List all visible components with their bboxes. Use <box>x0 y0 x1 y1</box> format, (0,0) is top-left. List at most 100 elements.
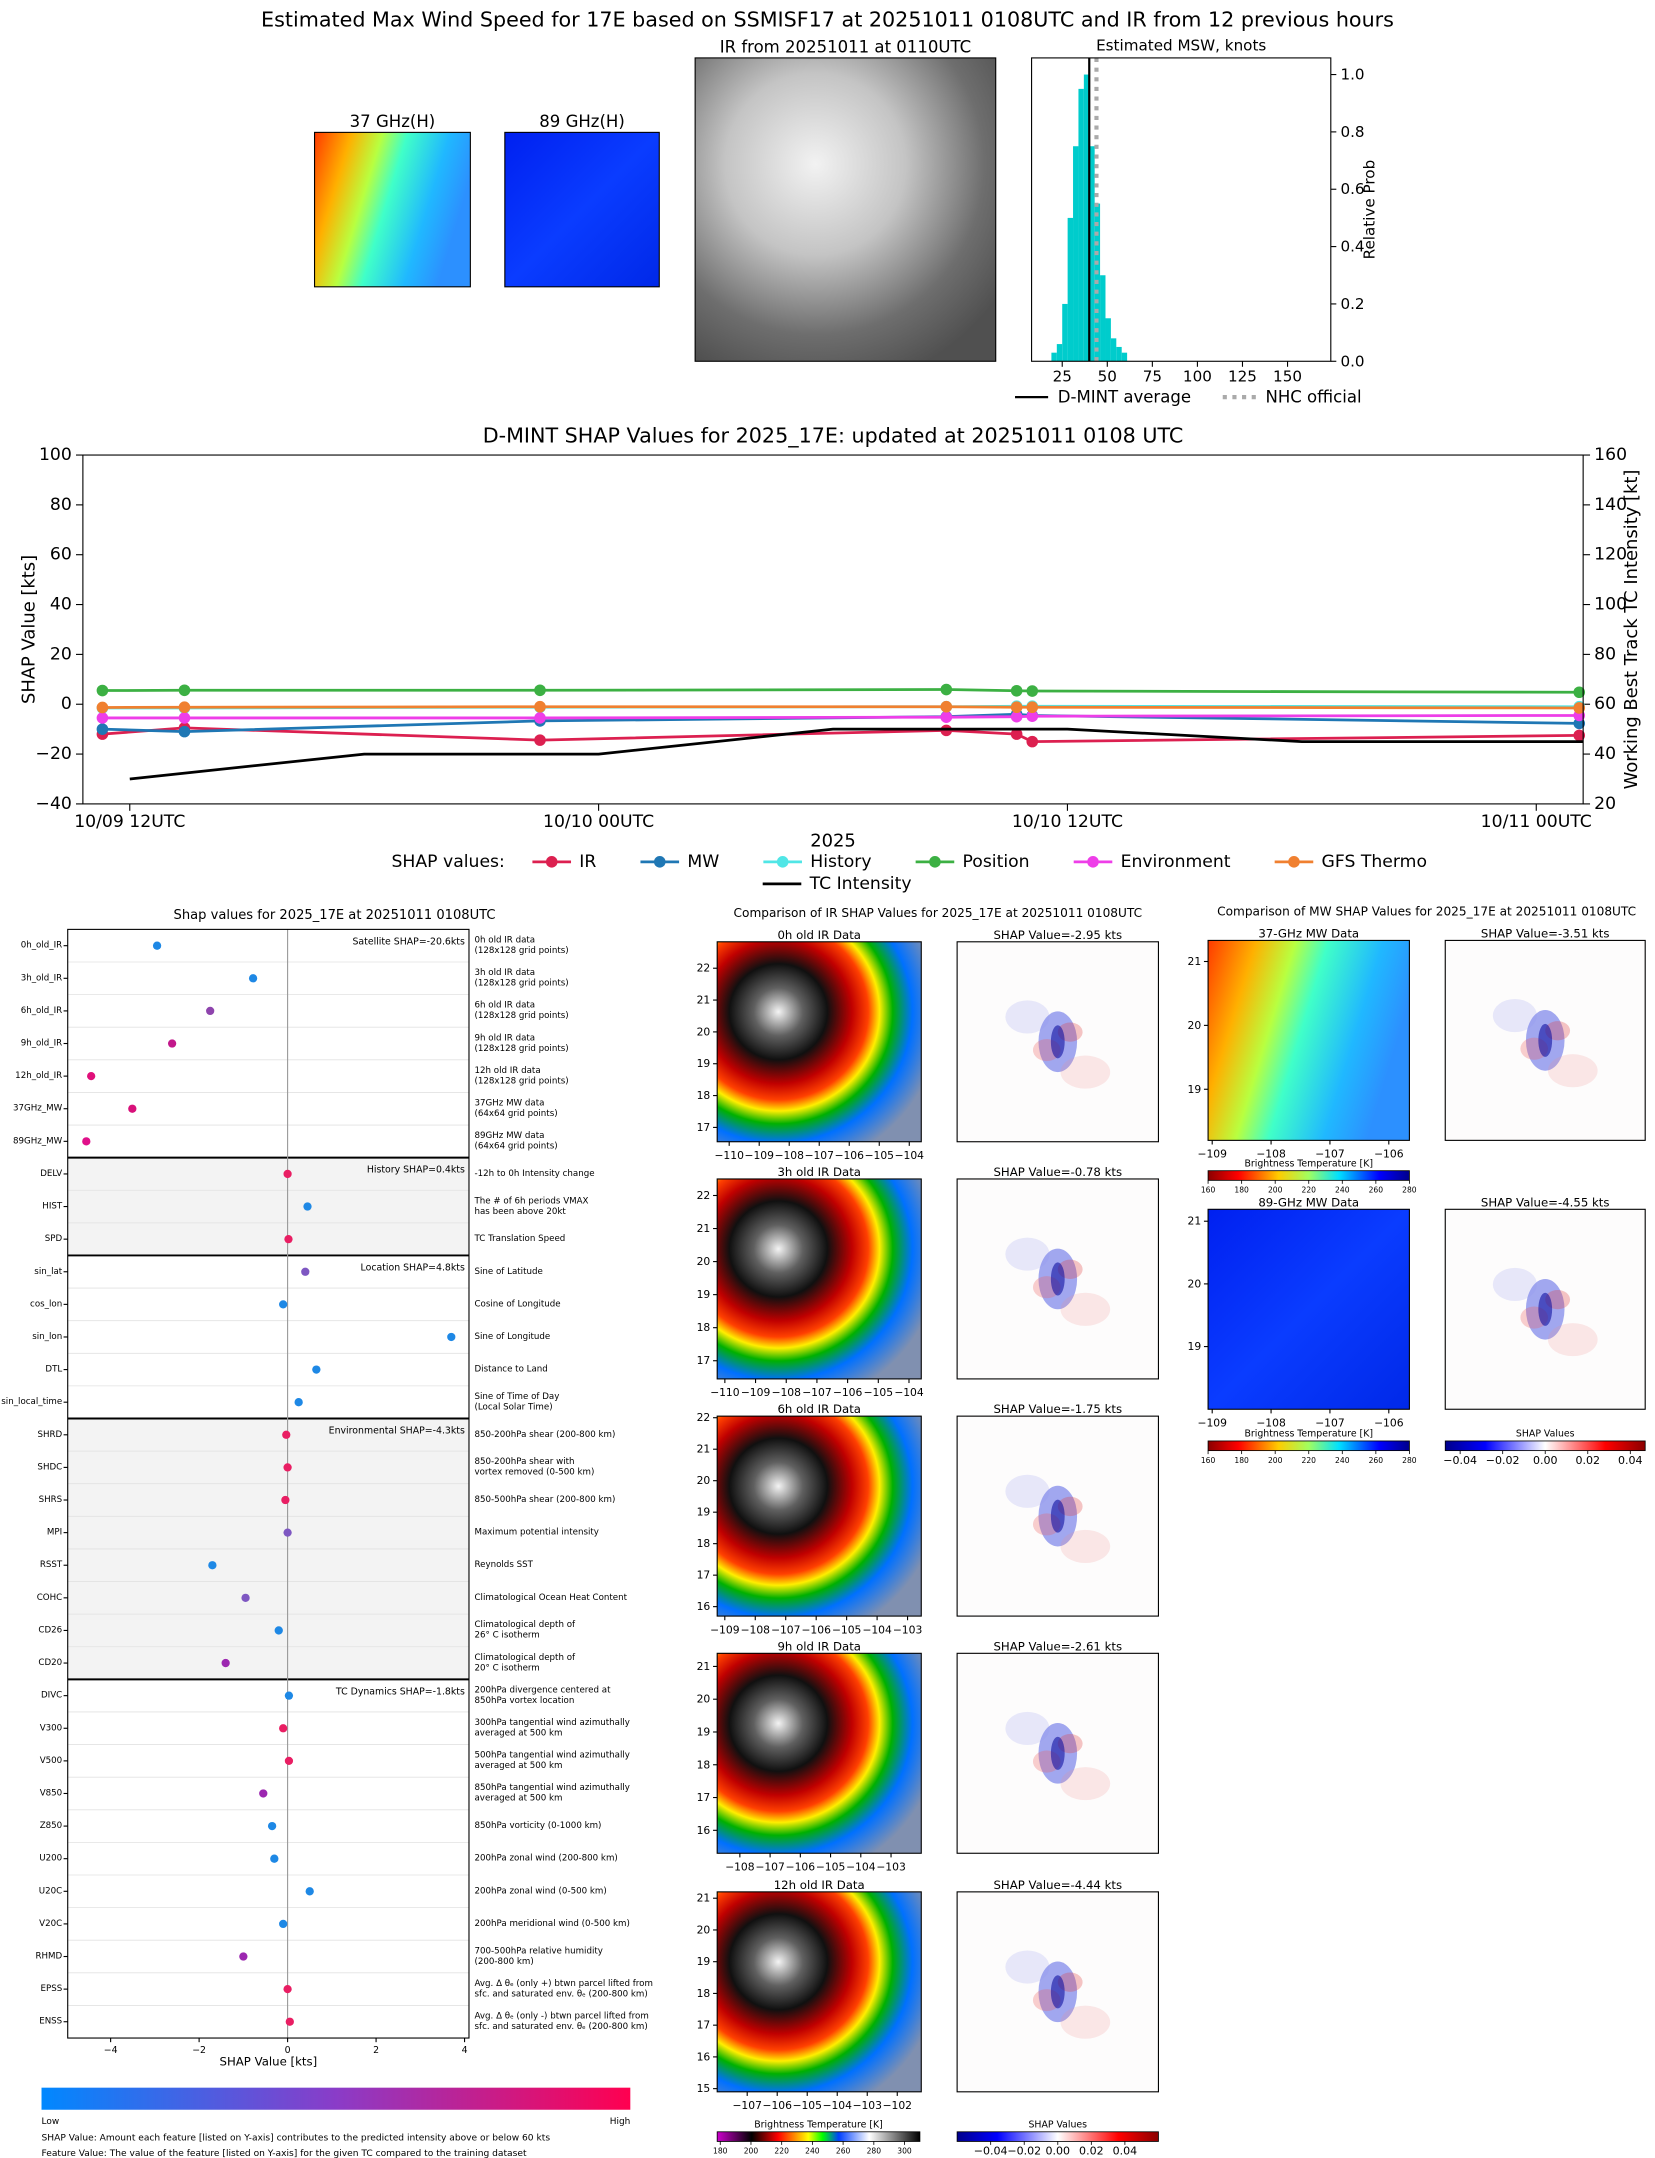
feature-description: 20° C isotherm <box>474 1663 539 1673</box>
feature-name: sin_lon <box>32 1332 62 1342</box>
colorbar-label: Brightness Temperature [K] <box>1244 1158 1373 1169</box>
shap-texture <box>1050 1025 1065 1059</box>
y-tick-label: 18 <box>697 1987 711 2000</box>
y-axis-label: SHAP Value [kts] <box>19 555 40 704</box>
group-band <box>67 1157 469 1256</box>
colorbar-tick-label: 240 <box>805 2147 820 2156</box>
colorbar-tick-label: 240 <box>1335 1186 1350 1195</box>
x-tick-label: −104 <box>846 1861 876 1874</box>
shap-point <box>167 1039 177 1048</box>
y-tick-label: 0.2 <box>1340 295 1364 313</box>
y-tick-label: 18 <box>697 1537 711 1550</box>
feature-name: SHDC <box>37 1462 62 1472</box>
y-tick-label: 15 <box>697 2082 711 2095</box>
series-point <box>178 684 191 697</box>
shap-texture <box>1538 1292 1553 1326</box>
shap-texture <box>1050 1736 1065 1770</box>
colorbar-high: High <box>610 2117 631 2127</box>
panel-title: 6h old IR Data <box>777 1402 861 1416</box>
shap-point <box>283 1528 292 1537</box>
shap-point <box>128 1104 137 1113</box>
panel-title: 37 GHz(H) <box>350 112 436 131</box>
feature-description: 200hPa zonal wind (200-800 km) <box>474 1854 617 1864</box>
shap-texture <box>1005 1711 1050 1746</box>
y-tick-label: 60 <box>50 545 72 565</box>
feature-name: DTL <box>45 1365 62 1375</box>
feature-description: 6h old IR data <box>474 1001 535 1011</box>
group-label: TC Dynamics SHAP=-1.8kts <box>335 1686 465 1697</box>
x-tick-label: −109 <box>1197 1148 1227 1161</box>
feature-description: 200hPa divergence centered at <box>474 1685 611 1695</box>
colorbar-label: SHAP Values <box>1028 2119 1087 2130</box>
feature-name: MPI <box>47 1528 62 1538</box>
series-point <box>1010 710 1023 723</box>
x-tick-label: −4 <box>104 2045 118 2056</box>
colorbar <box>1207 1170 1410 1181</box>
shap-point <box>447 1332 456 1342</box>
x-tick-label: −107 <box>1315 1417 1345 1430</box>
feature-description: Avg. Δ θₑ (only -) btwn parcel lifted fr… <box>474 2011 648 2021</box>
y-tick-label: 16 <box>697 2050 711 2063</box>
y-tick-label: 0 <box>61 694 72 714</box>
shap-texture <box>1492 1267 1537 1302</box>
feature-description: Distance to Land <box>474 1365 547 1375</box>
bar <box>1056 344 1063 362</box>
x-tick-label: −109 <box>1197 1417 1227 1430</box>
series-point <box>178 712 191 724</box>
colorbar-label: Brightness Temperature [K] <box>754 2119 883 2130</box>
feature-description: The # of 6h periods VMAX <box>473 1196 588 1206</box>
x-tick-label: 10/11 00UTC <box>1481 812 1592 832</box>
series-point <box>1573 686 1586 699</box>
feature-description: 850hPa vortex location <box>474 1696 574 1706</box>
y-tick-label: 17 <box>697 1354 711 1367</box>
y2-tick-label: 140 <box>1594 495 1627 515</box>
axes-frame <box>1207 939 1410 1141</box>
colorbar-tick-label: 180 <box>1234 1186 1249 1195</box>
y-tick-label: 19 <box>697 1955 711 1968</box>
x-tick-label: −106 <box>801 1623 831 1636</box>
panel-title: 3h old IR Data <box>777 1165 861 1179</box>
feature-description: 300hPa tangential wind azimuthally <box>474 1718 629 1728</box>
y2-tick-label: 20 <box>1594 794 1616 814</box>
y-tick-label: 22 <box>697 962 711 975</box>
y-tick-label: 20 <box>1187 1019 1201 1032</box>
x-axis-label: SHAP Value [kts] <box>220 2054 318 2068</box>
shap-point <box>279 1919 288 1929</box>
colorbar-tick-label: 200 <box>1268 1456 1283 1465</box>
y2-tick-label: 80 <box>1594 644 1616 664</box>
x-tick-label: −109 <box>741 1386 771 1399</box>
colorbar-tick-label: 0.04 <box>1618 1454 1643 1467</box>
y-tick-label: 21 <box>1187 955 1201 968</box>
shap-point <box>305 1887 314 1896</box>
x-tick-label: −106 <box>834 1149 864 1162</box>
feature-description: (64x64 grid points) <box>474 1109 557 1119</box>
series-point <box>1010 684 1023 697</box>
feature-name: RSST <box>40 1560 63 1570</box>
y-tick-label: 19 <box>697 1057 711 1070</box>
x-tick-label: −108 <box>1256 1417 1286 1430</box>
panel-title: SHAP Value=-2.95 kts <box>993 928 1122 942</box>
legend-marker <box>776 856 789 868</box>
shap-point <box>303 1202 312 1211</box>
shap-texture <box>1005 1237 1050 1271</box>
feature-name: SPD <box>45 1234 63 1244</box>
y-tick-label: 17 <box>697 1121 711 1134</box>
shap-texture <box>1060 1055 1111 1089</box>
feature-name: DIVC <box>41 1691 62 1701</box>
bar <box>1089 146 1095 362</box>
shap-point <box>282 1430 291 1439</box>
x-tick-label: −103 <box>876 1861 906 1874</box>
x-tick-label: −107 <box>771 1623 801 1636</box>
axes-frame <box>956 1415 1159 1617</box>
x-tick-label: 75 <box>1143 367 1162 385</box>
shap-texture <box>1547 1323 1598 1357</box>
feature-description: averaged at 500 km <box>474 1729 562 1739</box>
feature-description: 12h old IR data <box>474 1066 540 1076</box>
feature-description: Maximum potential intensity <box>474 1528 598 1538</box>
feature-description: Sine of Time of Day <box>474 1392 559 1402</box>
series-point <box>534 684 546 697</box>
bar <box>1051 352 1057 362</box>
series-point <box>1573 702 1586 714</box>
axes-frame <box>1031 57 1332 362</box>
